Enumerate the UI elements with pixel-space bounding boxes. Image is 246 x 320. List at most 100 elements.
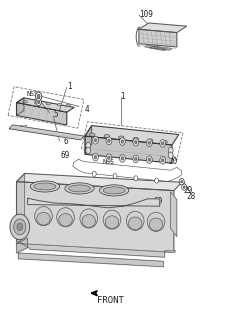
Text: 4: 4 [85, 105, 90, 114]
Polygon shape [9, 125, 84, 140]
Circle shape [182, 184, 187, 190]
Circle shape [146, 156, 152, 164]
Polygon shape [91, 291, 97, 296]
Ellipse shape [65, 183, 94, 194]
Text: 5: 5 [53, 110, 58, 119]
Circle shape [113, 173, 117, 179]
Ellipse shape [82, 215, 95, 228]
Polygon shape [16, 238, 28, 253]
Circle shape [92, 153, 98, 161]
Circle shape [183, 186, 185, 188]
Circle shape [168, 152, 173, 158]
Text: 69: 69 [61, 151, 70, 160]
Circle shape [148, 158, 151, 161]
Text: 109: 109 [139, 10, 153, 19]
Circle shape [160, 140, 166, 147]
Ellipse shape [90, 133, 95, 136]
Polygon shape [28, 198, 160, 208]
Polygon shape [16, 173, 25, 244]
Ellipse shape [133, 138, 138, 141]
Circle shape [121, 157, 123, 160]
Circle shape [37, 94, 40, 98]
Text: 20: 20 [168, 157, 178, 166]
Circle shape [36, 99, 41, 106]
Text: FRONT: FRONT [97, 296, 124, 305]
Polygon shape [16, 241, 176, 257]
Ellipse shape [34, 101, 39, 104]
Polygon shape [145, 45, 172, 50]
Ellipse shape [149, 218, 163, 231]
Circle shape [120, 138, 125, 145]
Polygon shape [16, 103, 67, 125]
Circle shape [121, 140, 123, 143]
Circle shape [106, 137, 112, 145]
Circle shape [35, 92, 42, 100]
Circle shape [162, 142, 164, 145]
Circle shape [133, 138, 139, 146]
Circle shape [106, 154, 112, 162]
Circle shape [135, 157, 137, 161]
Ellipse shape [148, 139, 153, 142]
Circle shape [10, 214, 30, 240]
Ellipse shape [103, 210, 121, 229]
Ellipse shape [23, 100, 27, 103]
Ellipse shape [58, 103, 62, 106]
Ellipse shape [66, 104, 71, 107]
Circle shape [162, 159, 164, 162]
Text: NSS: NSS [27, 91, 39, 97]
Circle shape [133, 155, 139, 163]
Ellipse shape [147, 212, 165, 231]
Circle shape [94, 156, 97, 159]
Text: 29: 29 [184, 187, 193, 196]
Ellipse shape [68, 185, 91, 192]
Polygon shape [85, 136, 172, 163]
Circle shape [86, 142, 91, 149]
Polygon shape [149, 47, 167, 50]
Circle shape [135, 140, 137, 144]
Text: 1: 1 [67, 82, 71, 91]
Text: NSS: NSS [16, 125, 29, 131]
Circle shape [146, 139, 152, 147]
Circle shape [37, 100, 40, 104]
Circle shape [17, 223, 23, 231]
Polygon shape [16, 98, 74, 112]
Ellipse shape [128, 217, 142, 230]
Circle shape [108, 156, 110, 159]
Polygon shape [85, 125, 179, 145]
Ellipse shape [162, 140, 167, 144]
Polygon shape [139, 29, 177, 47]
Circle shape [120, 155, 125, 162]
Ellipse shape [34, 183, 56, 190]
Ellipse shape [103, 187, 125, 194]
Text: 1: 1 [121, 92, 125, 101]
Ellipse shape [80, 209, 98, 228]
Circle shape [108, 139, 110, 142]
Ellipse shape [104, 134, 109, 138]
Text: 28: 28 [187, 192, 196, 201]
Circle shape [86, 147, 91, 154]
Polygon shape [85, 125, 92, 154]
Polygon shape [16, 98, 24, 116]
Circle shape [179, 179, 184, 185]
Circle shape [14, 219, 26, 235]
Circle shape [160, 156, 166, 164]
Ellipse shape [59, 213, 72, 226]
Polygon shape [16, 182, 174, 252]
Polygon shape [171, 192, 177, 236]
Text: 6: 6 [63, 137, 68, 146]
Circle shape [148, 141, 151, 144]
Polygon shape [16, 173, 182, 191]
Text: NSS: NSS [102, 159, 114, 164]
Ellipse shape [37, 212, 50, 225]
Ellipse shape [30, 181, 60, 192]
Polygon shape [18, 253, 163, 267]
Ellipse shape [35, 207, 52, 226]
Ellipse shape [119, 136, 124, 139]
Ellipse shape [126, 211, 144, 230]
Ellipse shape [99, 185, 129, 196]
Circle shape [154, 45, 157, 49]
Ellipse shape [46, 102, 50, 105]
Text: 69: 69 [154, 197, 163, 206]
Ellipse shape [105, 216, 119, 228]
Circle shape [134, 176, 138, 181]
